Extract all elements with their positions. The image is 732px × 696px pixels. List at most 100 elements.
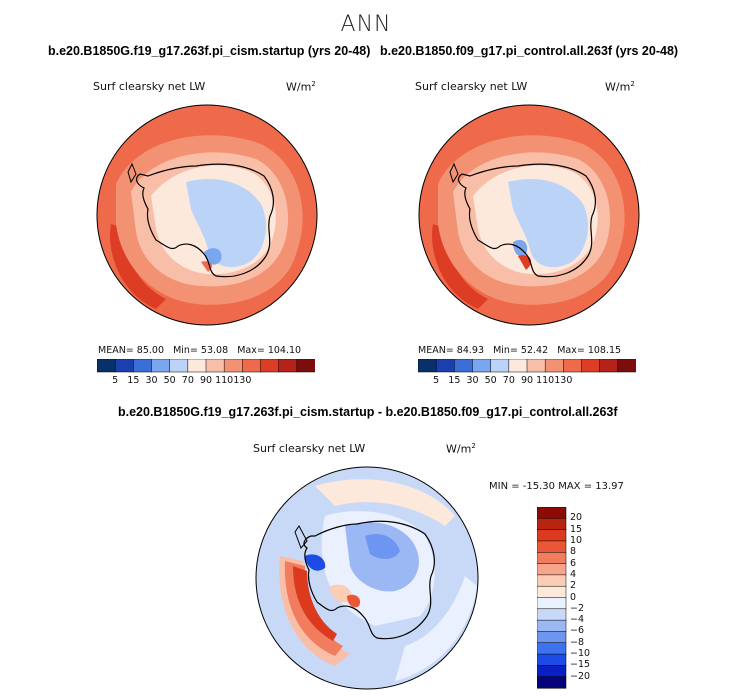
- colorbar-right-swatch: [526, 359, 546, 373]
- case-title-right: b.e20.B1850.f09_g17.pi_control.all.263f …: [380, 44, 679, 58]
- case-title-left: b.e20.B1850G.f19_g17.263f.pi_cism.startu…: [48, 44, 371, 58]
- colorbar-left-tick-label: 50: [163, 375, 176, 386]
- colorbar-left-tick-label: 30: [145, 375, 158, 386]
- diff-plot-title: Surf clearsky net LW: [253, 442, 366, 455]
- colorbar-diff-swatch: [537, 540, 567, 553]
- colorbar-diff-tick-label: −8: [570, 636, 585, 648]
- coastline-peninsula: [127, 162, 137, 184]
- diff-warm-core: [293, 566, 337, 641]
- colorbar-right-swatch: [599, 359, 619, 373]
- colorbar-right-tick-label: 50: [484, 375, 497, 386]
- colorbar-right-swatch: [418, 359, 437, 373]
- colorbar-left-swatch: [223, 359, 243, 373]
- colorbar-left-swatch: [187, 359, 207, 373]
- colorbar-diff-swatch: [537, 608, 567, 621]
- colorbar-right-swatch: [454, 359, 474, 373]
- colorbar-left-swatch: [169, 359, 189, 373]
- colorbar-left-swatch: [97, 359, 116, 373]
- coastline-antarctica: [135, 163, 274, 278]
- colorbar-right-swatch: [472, 359, 492, 373]
- colorbar-right-tick-label: 90: [520, 375, 534, 386]
- colorbar-diff-swatch: [537, 665, 567, 678]
- colorbar-diff-swatch: [537, 597, 567, 610]
- units-right: W/m2: [605, 80, 635, 94]
- colorbar-right-swatch: [617, 359, 636, 373]
- colorbar-diff-tick-label: 10: [570, 534, 583, 546]
- colorbar-diff-tick-label: 20: [570, 512, 583, 524]
- field-cold-spot: [204, 248, 222, 265]
- colorbar-right-tick-label: 110: [536, 375, 555, 386]
- colorbar-ticks-left: 5 15 30 50 70 90 110 130: [97, 375, 315, 387]
- colorbar-left: [97, 359, 315, 373]
- colorbar-ticks-diff: 20 15 10 8 6 4 2 0 −2 −4 −6 −8 −10 −15 −20: [570, 507, 610, 689]
- colorbar-left-swatch: [205, 359, 225, 373]
- field-plateau: [186, 178, 266, 268]
- colorbar-diff-swatch: [537, 619, 567, 632]
- colorbar-right-tick-label: 30: [466, 375, 479, 386]
- colorbar-right-swatch: [563, 359, 583, 373]
- diff-coastline: [303, 520, 435, 640]
- colorbar-diff-swatch: [537, 631, 567, 644]
- colorbar-right-swatch: [508, 359, 528, 373]
- colorbar-diff-tick-label: 0: [570, 591, 577, 603]
- colorbar-right-swatch: [544, 359, 564, 373]
- stats-right: MEAN= 84.93 Min= 52.42 Max= 108.15: [418, 345, 622, 356]
- colorbar-left-swatch: [260, 359, 280, 373]
- colorbar-right-swatch: [435, 359, 455, 373]
- colorbar-diff-tick-label: −6: [570, 625, 585, 637]
- colorbar-ticks-right: 5 15 30 50 70 90 110 130: [418, 375, 636, 387]
- colorbar-right: [418, 359, 636, 373]
- stats-left: MEAN= 85.00 Min= 53.08 Max= 104.10: [98, 345, 302, 356]
- colorbar-diff-swatch: [537, 529, 567, 542]
- colorbar-left-tick-label: 110: [215, 375, 234, 386]
- colorbar-right-tick-label: 130: [554, 375, 573, 386]
- colorbar-right-tick-label: 15: [448, 375, 461, 386]
- diff-cold-spot: [305, 554, 326, 571]
- plot-title-left: Surf clearsky net LW: [93, 80, 206, 93]
- colorbar-diff-swatch: [537, 653, 567, 666]
- colorbar-diff-tick-label: 6: [570, 557, 577, 569]
- colorbar-diff-swatch: [537, 518, 567, 531]
- colorbar-diff-tick-label: −20: [570, 670, 591, 682]
- colorbar-diff-swatch: [537, 552, 567, 565]
- colorbar-left-tick-label: 70: [181, 375, 194, 386]
- colorbar-left-tick-label: 5: [112, 375, 119, 386]
- colorbar-left-tick-label: 130: [233, 375, 252, 386]
- plot-title-right: Surf clearsky net LW: [415, 80, 528, 93]
- map-right: [418, 104, 640, 326]
- colorbar-left-swatch: [133, 359, 153, 373]
- colorbar-left-tick-label: 90: [199, 375, 213, 386]
- colorbar-left-swatch: [296, 359, 315, 373]
- colorbar-diff-tick-label: 2: [570, 580, 577, 592]
- colorbar-diff-tick-label: −4: [570, 614, 585, 626]
- colorbar-right-tick-label: 70: [502, 375, 515, 386]
- colorbar-diff-swatch: [537, 507, 567, 519]
- diff-units: W/m2: [446, 442, 476, 456]
- map-boundary: [96, 104, 318, 326]
- colorbar-left-swatch: [151, 359, 171, 373]
- map-diff: [255, 466, 479, 690]
- map-left: [96, 104, 318, 326]
- colorbar-diff-tick-label: −2: [570, 602, 585, 614]
- season-title: ANN: [340, 12, 392, 37]
- units-left: W/m2: [286, 80, 316, 94]
- colorbar-diff: [537, 507, 567, 689]
- colorbar-right-tick-label: 5: [433, 375, 440, 386]
- colorbar-left-swatch: [278, 359, 298, 373]
- colorbar-diff-tick-label: −10: [570, 648, 591, 660]
- colorbar-left-tick-label: 15: [127, 375, 140, 386]
- diff-stats: MIN = -15.30 MAX = 13.97: [489, 481, 624, 492]
- colorbar-diff-swatch: [537, 642, 567, 655]
- colorbar-diff-tick-label: −15: [570, 659, 591, 671]
- colorbar-diff-swatch: [537, 563, 567, 576]
- colorbar-left-swatch: [114, 359, 134, 373]
- colorbar-diff-swatch: [537, 574, 567, 587]
- colorbar-left-swatch: [242, 359, 262, 373]
- colorbar-right-swatch: [490, 359, 510, 373]
- colorbar-diff-swatch: [537, 676, 567, 689]
- colorbar-diff-tick-label: 4: [570, 568, 577, 580]
- colorbar-diff-tick-label: 8: [570, 546, 577, 558]
- diff-case-title: b.e20.B1850G.f19_g17.263f.pi_cism.startu…: [118, 405, 618, 419]
- colorbar-right-swatch: [581, 359, 601, 373]
- colorbar-diff-tick-label: 15: [570, 523, 583, 535]
